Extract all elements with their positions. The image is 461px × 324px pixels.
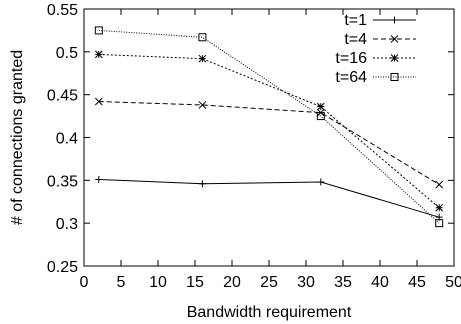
data-point — [435, 203, 444, 212]
series-line — [98, 178, 440, 218]
legend-label: t=16 — [335, 50, 367, 67]
y-axis-title: # of connections granted — [9, 50, 26, 225]
data-point — [435, 219, 444, 228]
x-tick-label: 35 — [334, 274, 352, 291]
series-t=64 — [94, 26, 444, 228]
data-point — [317, 178, 325, 186]
x-tick-label: 15 — [186, 274, 204, 291]
data-point — [95, 175, 103, 183]
y-tick-label: 0.25 — [47, 259, 78, 276]
x-tick-label: 40 — [371, 274, 389, 291]
series-t=16 — [94, 50, 444, 212]
legend-label: t=1 — [344, 12, 367, 29]
y-tick-label: 0.3 — [56, 216, 78, 233]
axis-ticks: 0 5 10 15 20 25 30 35 40 45 50 0.25 0.3 0.35 0.4 0.45 0.… — [47, 2, 461, 291]
data-point — [198, 180, 206, 188]
legend-label: t=4 — [344, 31, 367, 48]
data-point — [435, 180, 444, 189]
x-tick-label: 0 — [80, 274, 89, 291]
legend: t=1 t=4 t=16 t=64 — [335, 12, 416, 86]
y-tick-label: 0.35 — [47, 173, 78, 190]
plot-frame — [83, 8, 455, 267]
series-line — [98, 101, 440, 186]
data-point — [198, 54, 207, 63]
legend-marker — [390, 54, 399, 62]
series-t=4 — [94, 97, 444, 189]
x-tick-label: 20 — [223, 274, 241, 291]
x-tick-label: 10 — [149, 274, 167, 291]
y-tick-label: 0.4 — [56, 131, 78, 148]
legend-marker — [390, 35, 399, 43]
y-tick-label: 0.55 — [47, 2, 78, 19]
data-point — [94, 50, 103, 59]
data-point — [94, 26, 103, 35]
y-tick-label: 0.45 — [47, 88, 78, 105]
data-point — [94, 97, 103, 106]
x-tick-label: 30 — [297, 274, 315, 291]
data-point — [198, 33, 207, 42]
x-axis-title: Bandwidth requirement — [187, 304, 352, 321]
data-point — [316, 102, 325, 111]
series-line — [98, 29, 440, 224]
legend-label: t=64 — [335, 69, 367, 86]
x-tick-label: 50 — [445, 274, 461, 291]
data-point — [316, 112, 325, 121]
series-group — [94, 26, 444, 228]
series-t=1 — [95, 175, 443, 221]
y-tick-label: 0.5 — [56, 45, 78, 62]
data-point — [198, 101, 207, 109]
legend-marker — [391, 16, 398, 24]
x-tick-label: 5 — [117, 274, 126, 291]
legend-marker — [390, 73, 399, 81]
x-tick-label: 45 — [408, 274, 426, 291]
series-line — [98, 53, 440, 209]
x-tick-label: 25 — [260, 274, 278, 291]
